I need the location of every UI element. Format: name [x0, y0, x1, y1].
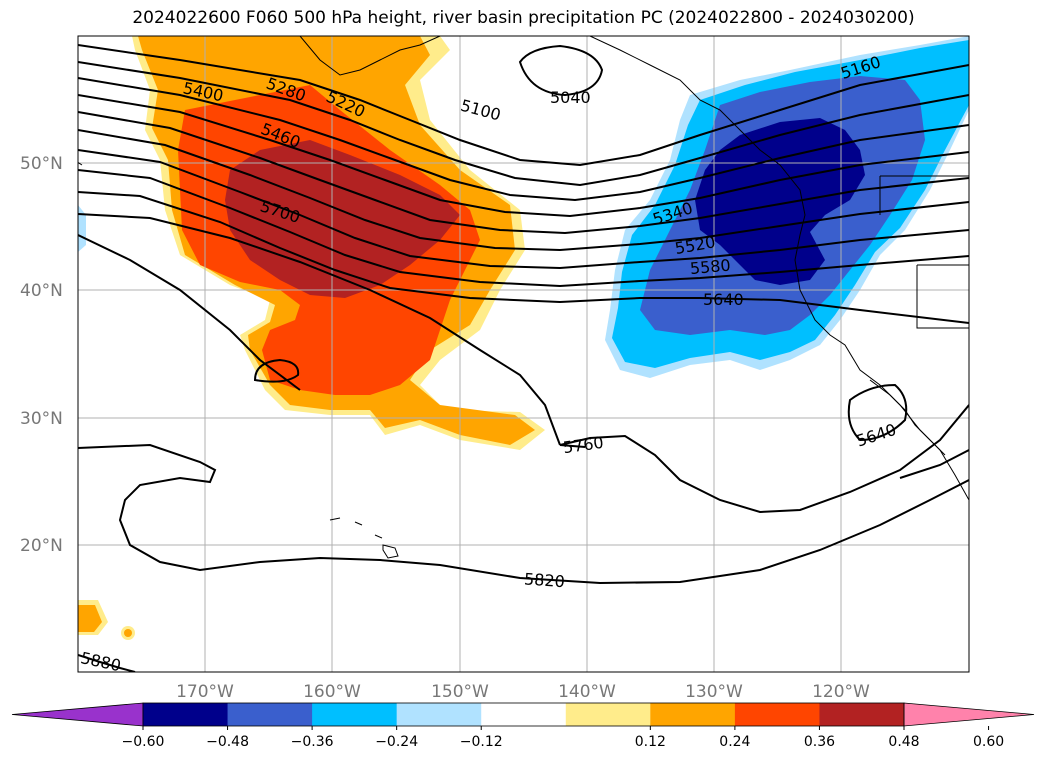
colorbar-tick-label: 0.48 — [888, 734, 919, 750]
colorbar-segment — [143, 703, 229, 726]
positive-pc-region — [78, 36, 545, 640]
map-title: 2024022600 F060 500 hPa height, river ba… — [132, 8, 915, 28]
colorbar-frame — [142, 702, 905, 727]
colorbar-extend-low — [11, 702, 144, 727]
plot-frame — [77, 35, 970, 673]
longitude-labels: 170°W 160°W 150°W 140°W 130°W 120°W — [176, 682, 870, 702]
contour-label-5880: 5880 — [79, 648, 123, 675]
lat-label-20n: 20°N — [20, 536, 63, 556]
lat-label-30n: 30°N — [20, 409, 63, 429]
contour-label-5820: 5820 — [524, 569, 566, 591]
contour-label-5640-north: 5640 — [703, 290, 744, 309]
colorbar-segment — [396, 703, 482, 726]
colorbar-tick-label: −0.36 — [291, 734, 334, 750]
negative-pc-edge-patch — [78, 205, 86, 252]
colorbar-tick-label: 0.12 — [635, 734, 666, 750]
lat-label-50n: 50°N — [20, 154, 63, 174]
latitude-labels: 50°N 40°N 30°N 20°N — [20, 154, 63, 556]
map-plot-area: 5040 5100 5160 5220 5280 5340 5400 5460 … — [78, 36, 969, 675]
colorbar-segment — [819, 703, 905, 726]
colorbar-tick-label: −0.24 — [375, 734, 418, 750]
lon-label-160w: 160°W — [303, 682, 361, 702]
colorbar-tick-label: −0.48 — [206, 734, 249, 750]
colorbar-segment — [565, 703, 651, 726]
lat-label-40n: 40°N — [20, 281, 63, 301]
lon-label-150w: 150°W — [431, 682, 489, 702]
height-contours — [78, 44, 969, 672]
contour-label-5580: 5580 — [689, 256, 731, 278]
colorbar-tick-label: 0.24 — [719, 734, 750, 750]
gridlines — [78, 36, 969, 672]
colorbar-segment — [481, 703, 567, 726]
lon-label-130w: 130°W — [685, 682, 743, 702]
colorbar-tick-label: −0.12 — [460, 734, 503, 750]
lon-label-140w: 140°W — [558, 682, 616, 702]
colorbar-segment — [312, 703, 398, 726]
colorbar-extend-high — [903, 702, 1035, 727]
colorbar-segment — [227, 703, 313, 726]
colorbar: −0.60 −0.48 −0.36 −0.24 −0.12 0.12 0.24 0.36 0.4… — [11, 702, 1035, 750]
colorbar-tick-label: 0.60 — [973, 734, 1004, 750]
colorbar-tick-label: 0.36 — [804, 734, 835, 750]
lon-label-170w: 170°W — [176, 682, 234, 702]
contour-label-5040: 5040 — [550, 88, 591, 107]
colorbar-segment — [734, 703, 820, 726]
lon-label-120w: 120°W — [812, 682, 870, 702]
colorbar-tick-label: −0.60 — [122, 734, 165, 750]
colorbar-segment — [650, 703, 736, 726]
